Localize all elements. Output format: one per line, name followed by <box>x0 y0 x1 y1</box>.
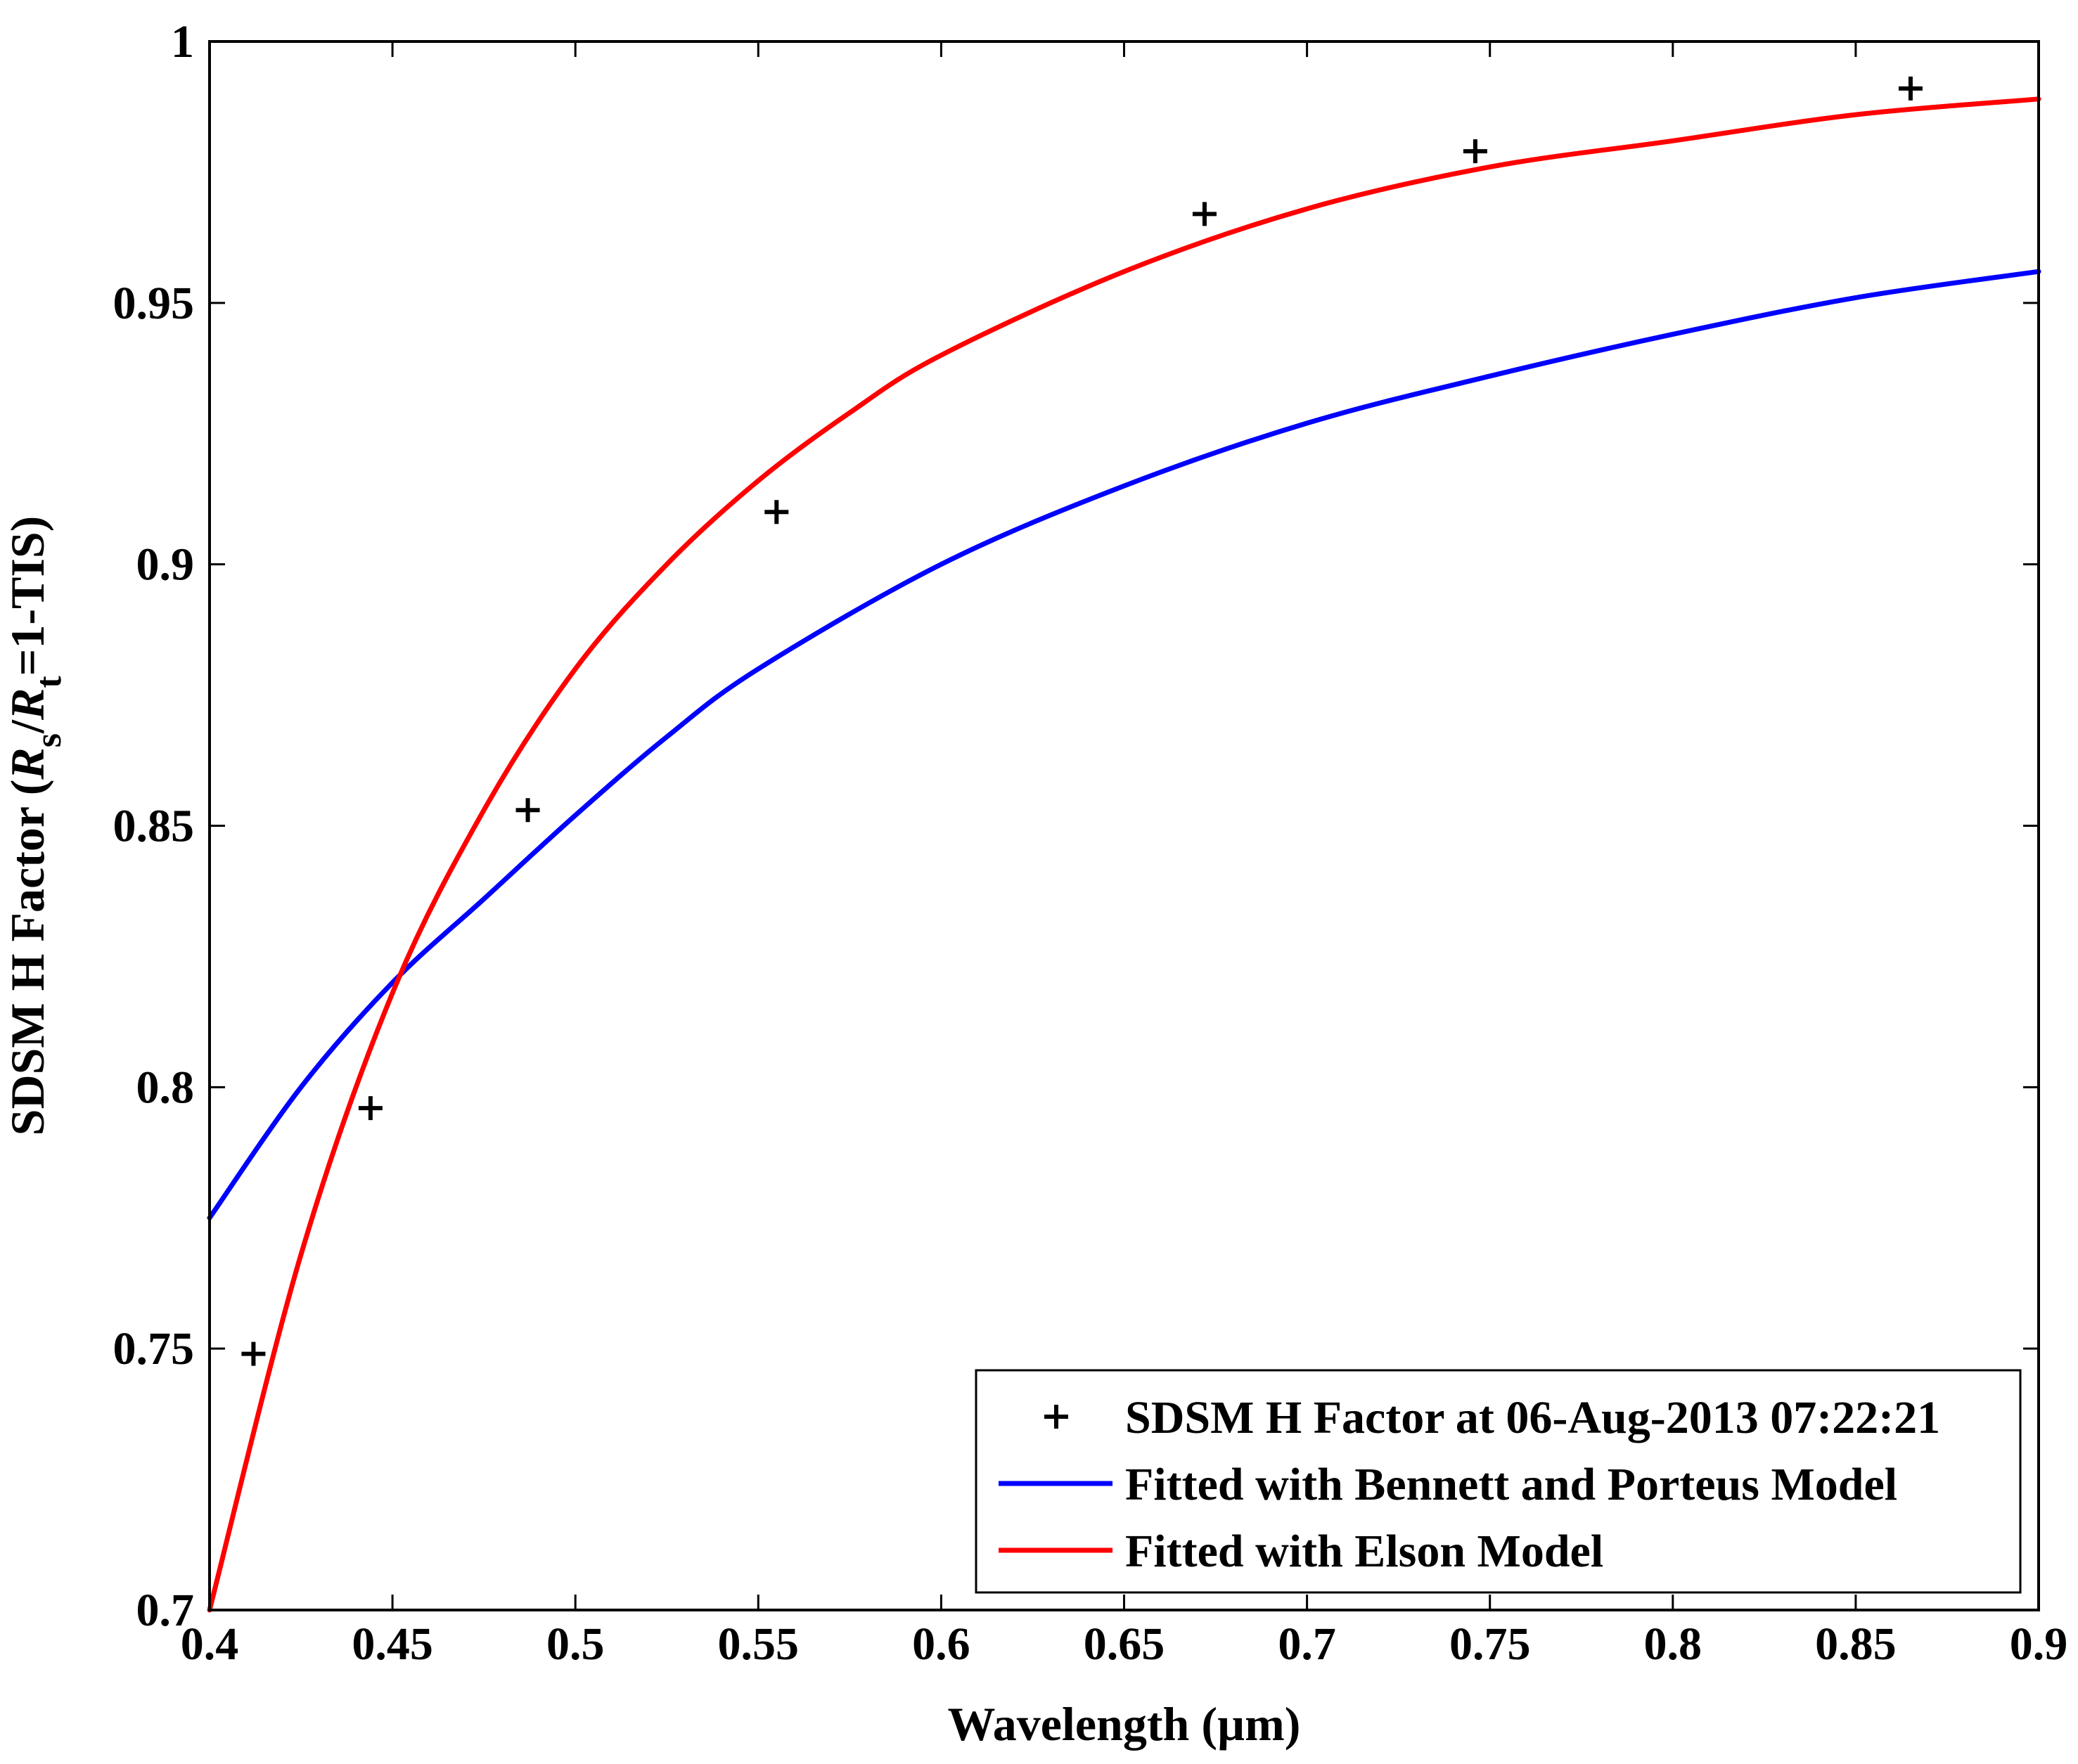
axis-ticks: 0.4 0.45 0.5 0.55 0.6 0.65 0.7 0.75 0.8 0.85 0.9 0.… <box>113 16 2068 1670</box>
x-tick-label: 0.9 <box>2010 1618 2068 1670</box>
y-tick-label: 0.85 <box>113 801 195 852</box>
data-point-marker <box>358 1096 383 1121</box>
data-point-marker <box>241 1341 266 1366</box>
y-tick-label: 0.8 <box>136 1062 195 1113</box>
series-line-bennett-porteus <box>207 269 2041 1221</box>
x-axis-label: Wavelength (µm) <box>948 1697 1301 1751</box>
x-tick-label: 0.4 <box>181 1618 239 1670</box>
x-tick-label: 0.75 <box>1449 1618 1531 1670</box>
plot-area <box>207 76 2041 1613</box>
series-line-elson <box>207 96 2041 1613</box>
y-tick-label: 0.9 <box>136 539 195 591</box>
y-tick-label: 0.95 <box>113 278 195 329</box>
data-point-marker <box>515 798 540 823</box>
y-axis-label: SDSM H Factor (Rs/Rt=1-TIS) <box>1 516 69 1136</box>
x-tick-label: 0.5 <box>546 1618 605 1670</box>
x-tick-label: 0.6 <box>912 1618 970 1670</box>
legend-box <box>975 1369 2022 1594</box>
legend: SDSM H Factor at 06-Aug-2013 07:22:21 Fit… <box>975 1369 2022 1594</box>
x-tick-label: 0.85 <box>1815 1618 1897 1670</box>
x-tick-label: 0.7 <box>1278 1618 1336 1670</box>
data-point-marker <box>1192 202 1217 226</box>
data-point-marker <box>764 500 789 524</box>
y-tick-label: 0.7 <box>136 1585 195 1636</box>
y-tick-label: 1 <box>171 16 194 67</box>
legend-label: SDSM H Factor at 06-Aug-2013 07:22:21 <box>1125 1392 1940 1443</box>
x-tick-label: 0.55 <box>718 1618 800 1670</box>
data-point-marker <box>1898 76 1923 101</box>
data-point-marker <box>1463 139 1487 164</box>
legend-marker-plus <box>1044 1405 1068 1429</box>
x-tick-label: 0.8 <box>1644 1618 1702 1670</box>
y-tick-label: 0.75 <box>113 1323 195 1374</box>
x-tick-label: 0.45 <box>352 1618 433 1670</box>
legend-label: Fitted with Bennett and Porteus Model <box>1125 1459 1897 1510</box>
x-tick-label: 0.65 <box>1084 1618 1165 1670</box>
legend-label: Fitted with Elson Model <box>1125 1526 1603 1577</box>
